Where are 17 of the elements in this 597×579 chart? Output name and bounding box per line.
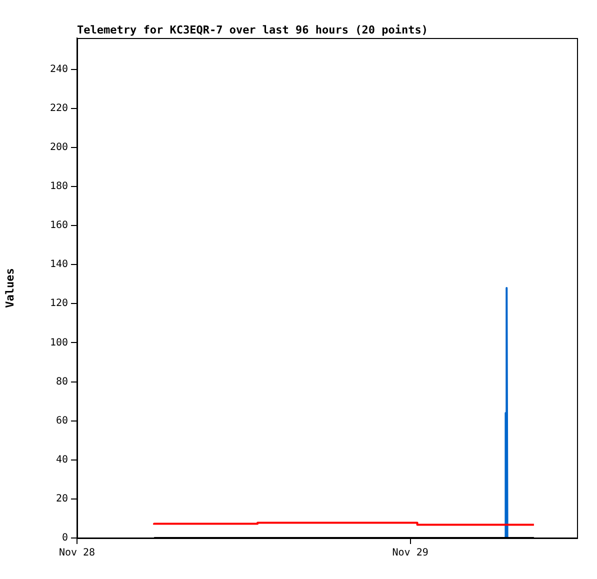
y-tick-label: 160: [50, 220, 68, 232]
y-tick-label: 100: [50, 337, 68, 348]
x-tick-label: Nov 29: [392, 548, 428, 559]
y-tick-label: 220: [50, 102, 68, 114]
y-tick-label: 60: [56, 415, 68, 426]
y-tick-label: 200: [50, 142, 68, 153]
y-tick-label: 0: [62, 532, 68, 544]
y-tick-label: 120: [50, 298, 68, 310]
y-tick-label: 20: [56, 494, 68, 505]
chart-title: Telemetry for KC3EQR-7 over last 96 hours (20 points): [77, 23, 428, 36]
x-tick-label: Nov 28: [58, 548, 96, 559]
y-tick-label: 40: [56, 454, 68, 466]
y-tick-label: 80: [56, 376, 68, 388]
y-tick-label: 140: [50, 259, 68, 270]
y-tick-label: 180: [50, 181, 68, 192]
y-tick-label: 240: [50, 64, 68, 75]
y-axis-title: Values: [3, 268, 16, 308]
